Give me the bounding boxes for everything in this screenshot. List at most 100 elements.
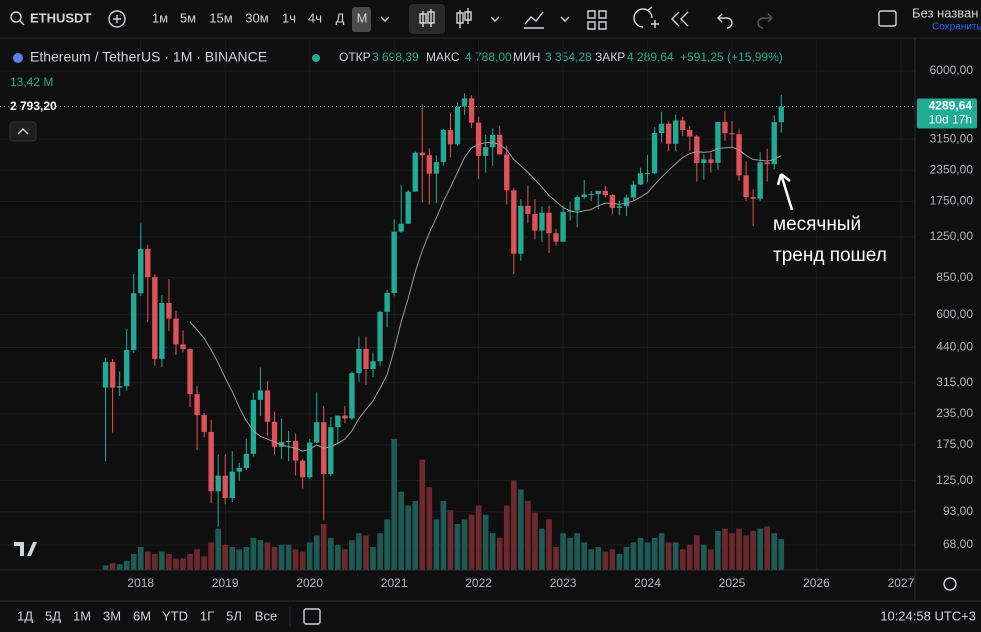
range-button[interactable]: 5Л [226,608,242,623]
x-tick-label: 2022 [465,576,492,590]
candle-body [173,318,179,345]
volume-bar [166,553,172,570]
range-button[interactable]: 3М [103,608,121,623]
volume-bar [510,480,517,570]
candle-body [208,431,214,492]
compare-button[interactable] [108,10,126,28]
layouts-icon[interactable] [587,10,607,30]
candle-body [102,362,109,388]
volume-bar [567,537,573,570]
volume-bar [743,535,749,570]
volume-bar [651,537,658,570]
candle-body [152,277,158,359]
interval[interactable]: 4ч [308,10,322,25]
volume-bar [581,542,588,570]
bars-icon[interactable] [456,8,500,28]
x-tick-label: 2019 [212,576,239,590]
alert-icon[interactable] [633,6,659,28]
range-button[interactable]: 5Д [45,608,61,623]
range-button[interactable]: Все [255,608,277,623]
save-label[interactable]: Сохранить [932,22,981,33]
annotation: месячный тренд пошел [773,173,887,266]
volume-bar [349,540,355,570]
volume-bar [750,530,756,570]
x-tick-label: 2027 [888,576,915,590]
x-tick-label: 2023 [550,576,577,590]
layout-icon[interactable] [878,10,897,27]
range-button[interactable]: YTD [162,608,188,623]
chart-type-bg [409,4,445,34]
settings-icon[interactable] [943,577,957,591]
volume-bar [419,459,426,570]
volume-bar [173,558,179,570]
candle-body [644,173,651,175]
x-tick-label: 2018 [127,576,154,590]
last-price-box [917,98,977,129]
candle-body [356,348,362,374]
volume-bar [222,544,229,570]
ohlc-label: МАКС [426,50,460,64]
interval[interactable]: 5м [180,10,196,25]
candle-body [250,399,257,454]
collapse-button[interactable] [9,121,37,142]
interval[interactable]: 1м [152,10,168,25]
undo-icon[interactable] [717,13,733,29]
candle-body [384,292,390,312]
ma-line [189,142,782,452]
interval[interactable]: 30м [245,10,268,25]
candle-body [757,162,763,199]
symbol[interactable]: ETHUSDT [30,10,91,25]
candle-body [673,120,679,144]
x-tick-label: 2024 [634,576,661,590]
volume-bar [637,537,644,570]
volume-bar [574,533,580,570]
volume-bar [532,512,538,570]
active-interval-bg [352,7,371,32]
search-icon[interactable] [10,11,22,23]
candle-body [560,211,566,242]
interval[interactable]: М [357,10,368,25]
range-button[interactable]: 1М [73,608,91,623]
candle-body [616,206,623,208]
volume-bar [447,510,454,570]
last-price-label: 4289,64 [929,99,973,113]
interval[interactable]: Д [336,10,345,25]
layout-name[interactable]: Без назван [912,5,978,20]
x-tick-label: 2020 [296,576,323,590]
candle-body [278,442,285,447]
candle-body [658,123,665,133]
candle-body [201,415,207,432]
volume-bar [370,547,376,570]
candle-body [637,173,644,185]
bottom-bar: 1Д 5Д 1М 3М 6М YTD 1Г 5Л Все 10:24:58 UTC+3 [0,600,981,627]
range-button[interactable]: 1Г [200,608,214,623]
x-tick-label: 2026 [803,576,830,590]
y-tick-label: 93,00 [943,504,973,518]
candle-body [651,132,658,174]
interval-dropdown[interactable] [380,16,390,22]
legend: Ethereum / TetherUS · 1M · BINANCE ОТКР … [9,49,783,142]
interval[interactable]: 15м [209,10,232,25]
goto-date-icon[interactable] [303,608,321,625]
y-tick-label: 850,00 [936,270,973,284]
candle-body [595,190,601,195]
indicators-icon[interactable] [524,11,570,29]
interval[interactable]: 1ч [282,10,296,25]
y-tick-label: 6000,00 [930,63,974,77]
volume-bar [243,547,250,570]
search-icon-handle [19,20,25,26]
range-button[interactable]: 6М [133,608,151,623]
candles-icon[interactable] [419,9,435,27]
candle-body [511,190,517,254]
replay-icon[interactable] [671,11,689,27]
volume-bar [440,501,447,570]
volume-bar [306,542,313,570]
volume-bar [715,530,721,570]
candle-body [426,155,433,174]
volume-bar [180,558,186,570]
volume-bar [292,549,299,570]
volume-bar [482,514,489,570]
range-button[interactable]: 1Д [17,608,33,623]
volume-bar [412,501,419,570]
volume-bar [299,551,306,570]
